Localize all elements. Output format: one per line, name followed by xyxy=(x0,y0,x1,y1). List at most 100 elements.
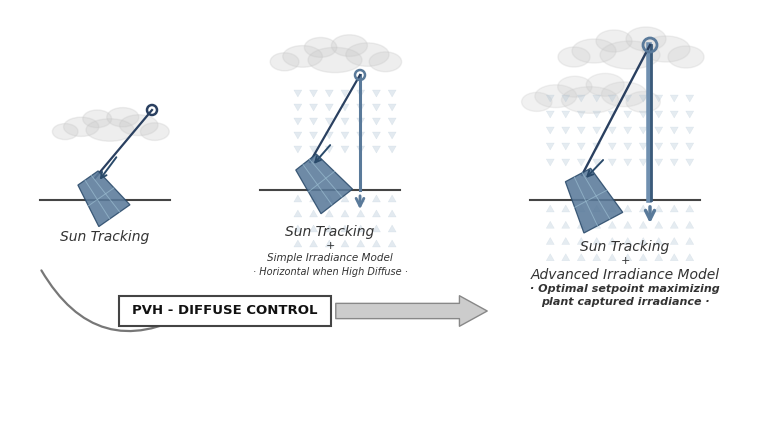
Polygon shape xyxy=(310,240,317,247)
Polygon shape xyxy=(624,95,631,102)
Polygon shape xyxy=(388,225,396,232)
Polygon shape xyxy=(670,205,678,212)
Ellipse shape xyxy=(119,115,158,136)
Polygon shape xyxy=(562,127,570,134)
Polygon shape xyxy=(310,225,317,232)
Polygon shape xyxy=(78,171,130,227)
Polygon shape xyxy=(608,238,616,244)
Polygon shape xyxy=(562,95,570,102)
Polygon shape xyxy=(357,195,365,202)
Polygon shape xyxy=(654,254,663,261)
Polygon shape xyxy=(654,111,663,118)
Polygon shape xyxy=(357,225,365,232)
Polygon shape xyxy=(670,95,678,102)
Text: PVH - DIFFUSE CONTROL: PVH - DIFFUSE CONTROL xyxy=(132,304,318,317)
Ellipse shape xyxy=(52,124,78,140)
Polygon shape xyxy=(357,118,365,125)
Polygon shape xyxy=(624,159,631,166)
Polygon shape xyxy=(686,143,694,150)
Ellipse shape xyxy=(86,119,134,141)
Polygon shape xyxy=(686,221,694,228)
Polygon shape xyxy=(341,90,349,97)
Ellipse shape xyxy=(626,27,666,51)
Text: Advanced Irradiance Model: Advanced Irradiance Model xyxy=(531,268,719,282)
Polygon shape xyxy=(562,205,570,212)
Polygon shape xyxy=(624,205,631,212)
Ellipse shape xyxy=(369,52,402,72)
Polygon shape xyxy=(593,159,601,166)
Polygon shape xyxy=(373,132,380,139)
Polygon shape xyxy=(373,118,380,125)
Polygon shape xyxy=(624,143,631,150)
Polygon shape xyxy=(388,132,396,139)
Polygon shape xyxy=(357,90,365,97)
Polygon shape xyxy=(686,95,694,102)
Ellipse shape xyxy=(308,48,362,73)
Polygon shape xyxy=(686,159,694,166)
Polygon shape xyxy=(686,238,694,244)
Polygon shape xyxy=(670,127,678,134)
Polygon shape xyxy=(294,146,302,153)
Polygon shape xyxy=(325,146,333,153)
Polygon shape xyxy=(639,254,648,261)
Polygon shape xyxy=(357,104,365,111)
Polygon shape xyxy=(608,143,616,150)
Polygon shape xyxy=(373,210,380,217)
Text: +: + xyxy=(621,256,630,266)
Ellipse shape xyxy=(558,47,590,67)
Polygon shape xyxy=(670,143,678,150)
Ellipse shape xyxy=(521,93,552,111)
Polygon shape xyxy=(670,159,678,166)
Ellipse shape xyxy=(535,85,577,108)
Polygon shape xyxy=(670,254,678,261)
Ellipse shape xyxy=(83,110,112,128)
Polygon shape xyxy=(624,254,631,261)
Polygon shape xyxy=(310,210,317,217)
Polygon shape xyxy=(341,132,349,139)
Polygon shape xyxy=(654,143,663,150)
Polygon shape xyxy=(546,205,554,212)
Polygon shape xyxy=(686,254,694,261)
Ellipse shape xyxy=(572,39,616,63)
Polygon shape xyxy=(608,127,616,134)
Polygon shape xyxy=(546,238,554,244)
Polygon shape xyxy=(670,111,678,118)
Ellipse shape xyxy=(331,35,367,57)
Polygon shape xyxy=(608,254,616,261)
Ellipse shape xyxy=(557,76,592,97)
Polygon shape xyxy=(294,240,302,247)
Polygon shape xyxy=(341,225,349,232)
Text: · Optimal setpoint maximizing: · Optimal setpoint maximizing xyxy=(530,284,720,294)
Polygon shape xyxy=(341,210,349,217)
Polygon shape xyxy=(357,210,365,217)
Polygon shape xyxy=(593,127,601,134)
Text: +: + xyxy=(325,241,335,251)
Polygon shape xyxy=(546,111,554,118)
Polygon shape xyxy=(593,221,601,228)
Polygon shape xyxy=(670,221,678,228)
Polygon shape xyxy=(654,221,663,228)
Text: Sun Tracking: Sun Tracking xyxy=(60,230,149,244)
Polygon shape xyxy=(686,127,694,134)
Text: Sun Tracking: Sun Tracking xyxy=(286,225,375,239)
Polygon shape xyxy=(341,146,349,153)
Polygon shape xyxy=(546,221,554,228)
Ellipse shape xyxy=(596,30,632,52)
Polygon shape xyxy=(310,118,317,125)
Polygon shape xyxy=(639,159,648,166)
Polygon shape xyxy=(578,205,585,212)
Ellipse shape xyxy=(64,117,99,137)
Ellipse shape xyxy=(107,108,139,127)
Ellipse shape xyxy=(601,82,647,107)
Polygon shape xyxy=(578,143,585,150)
Polygon shape xyxy=(562,254,570,261)
Polygon shape xyxy=(593,143,601,150)
Polygon shape xyxy=(639,205,648,212)
Polygon shape xyxy=(624,111,631,118)
Polygon shape xyxy=(639,221,648,228)
Polygon shape xyxy=(310,104,317,111)
Polygon shape xyxy=(578,127,585,134)
Polygon shape xyxy=(373,90,380,97)
Ellipse shape xyxy=(304,37,336,57)
Polygon shape xyxy=(608,159,616,166)
